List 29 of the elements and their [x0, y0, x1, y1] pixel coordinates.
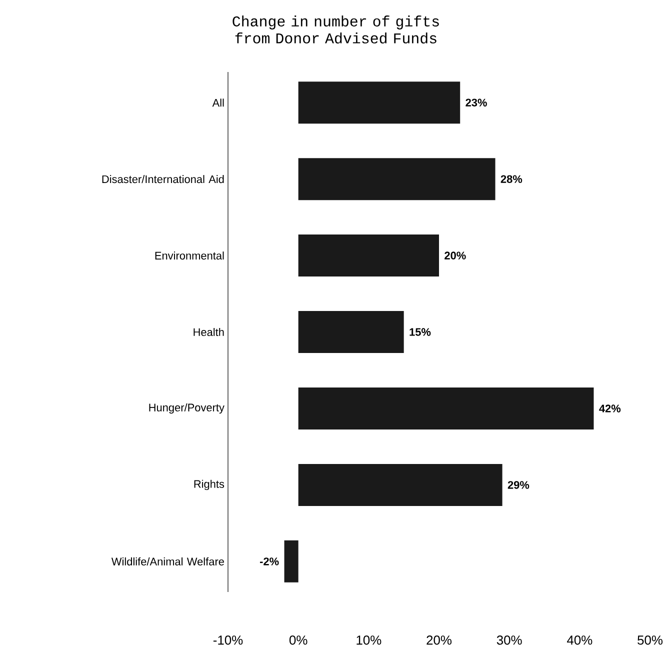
- x-tick-label: 40%: [567, 636, 592, 645]
- y-tick-label: Disaster/International Aid: [102, 175, 224, 184]
- data-label: 29%: [508, 481, 530, 489]
- y-tick-label: Hunger/Poverty: [149, 403, 224, 414]
- data-label: -2%: [260, 558, 279, 566]
- x-tick-label: -10%: [213, 636, 243, 645]
- data-label: 20%: [444, 252, 466, 260]
- y-tick-label: Health: [194, 328, 224, 336]
- bar: [298, 234, 439, 277]
- y-tick-label: Wildlife/Animal Welfare: [111, 557, 224, 566]
- x-tick-label: 10%: [356, 636, 382, 645]
- x-tick-label: 50%: [638, 636, 663, 645]
- bar: [284, 540, 298, 582]
- data-label: 28%: [500, 175, 522, 183]
- x-tick-label: 30%: [496, 636, 522, 645]
- chart-title: Change in number of gifts from Donor Advised Funds: [232, 16, 439, 44]
- bar: [298, 158, 496, 200]
- x-tick-label: 0%: [289, 636, 308, 645]
- bar: [298, 387, 594, 430]
- data-label: 42%: [599, 404, 621, 412]
- y-tick-label: Rights: [194, 480, 224, 490]
- x-tick-label: 20%: [426, 636, 452, 645]
- bar: [298, 82, 460, 124]
- bar: [298, 464, 502, 506]
- y-tick-label: Environmental: [155, 252, 224, 260]
- data-label: 23%: [466, 98, 487, 106]
- data-label: 15%: [410, 328, 431, 336]
- y-tick-label: All: [212, 98, 224, 107]
- bar: [298, 311, 404, 354]
